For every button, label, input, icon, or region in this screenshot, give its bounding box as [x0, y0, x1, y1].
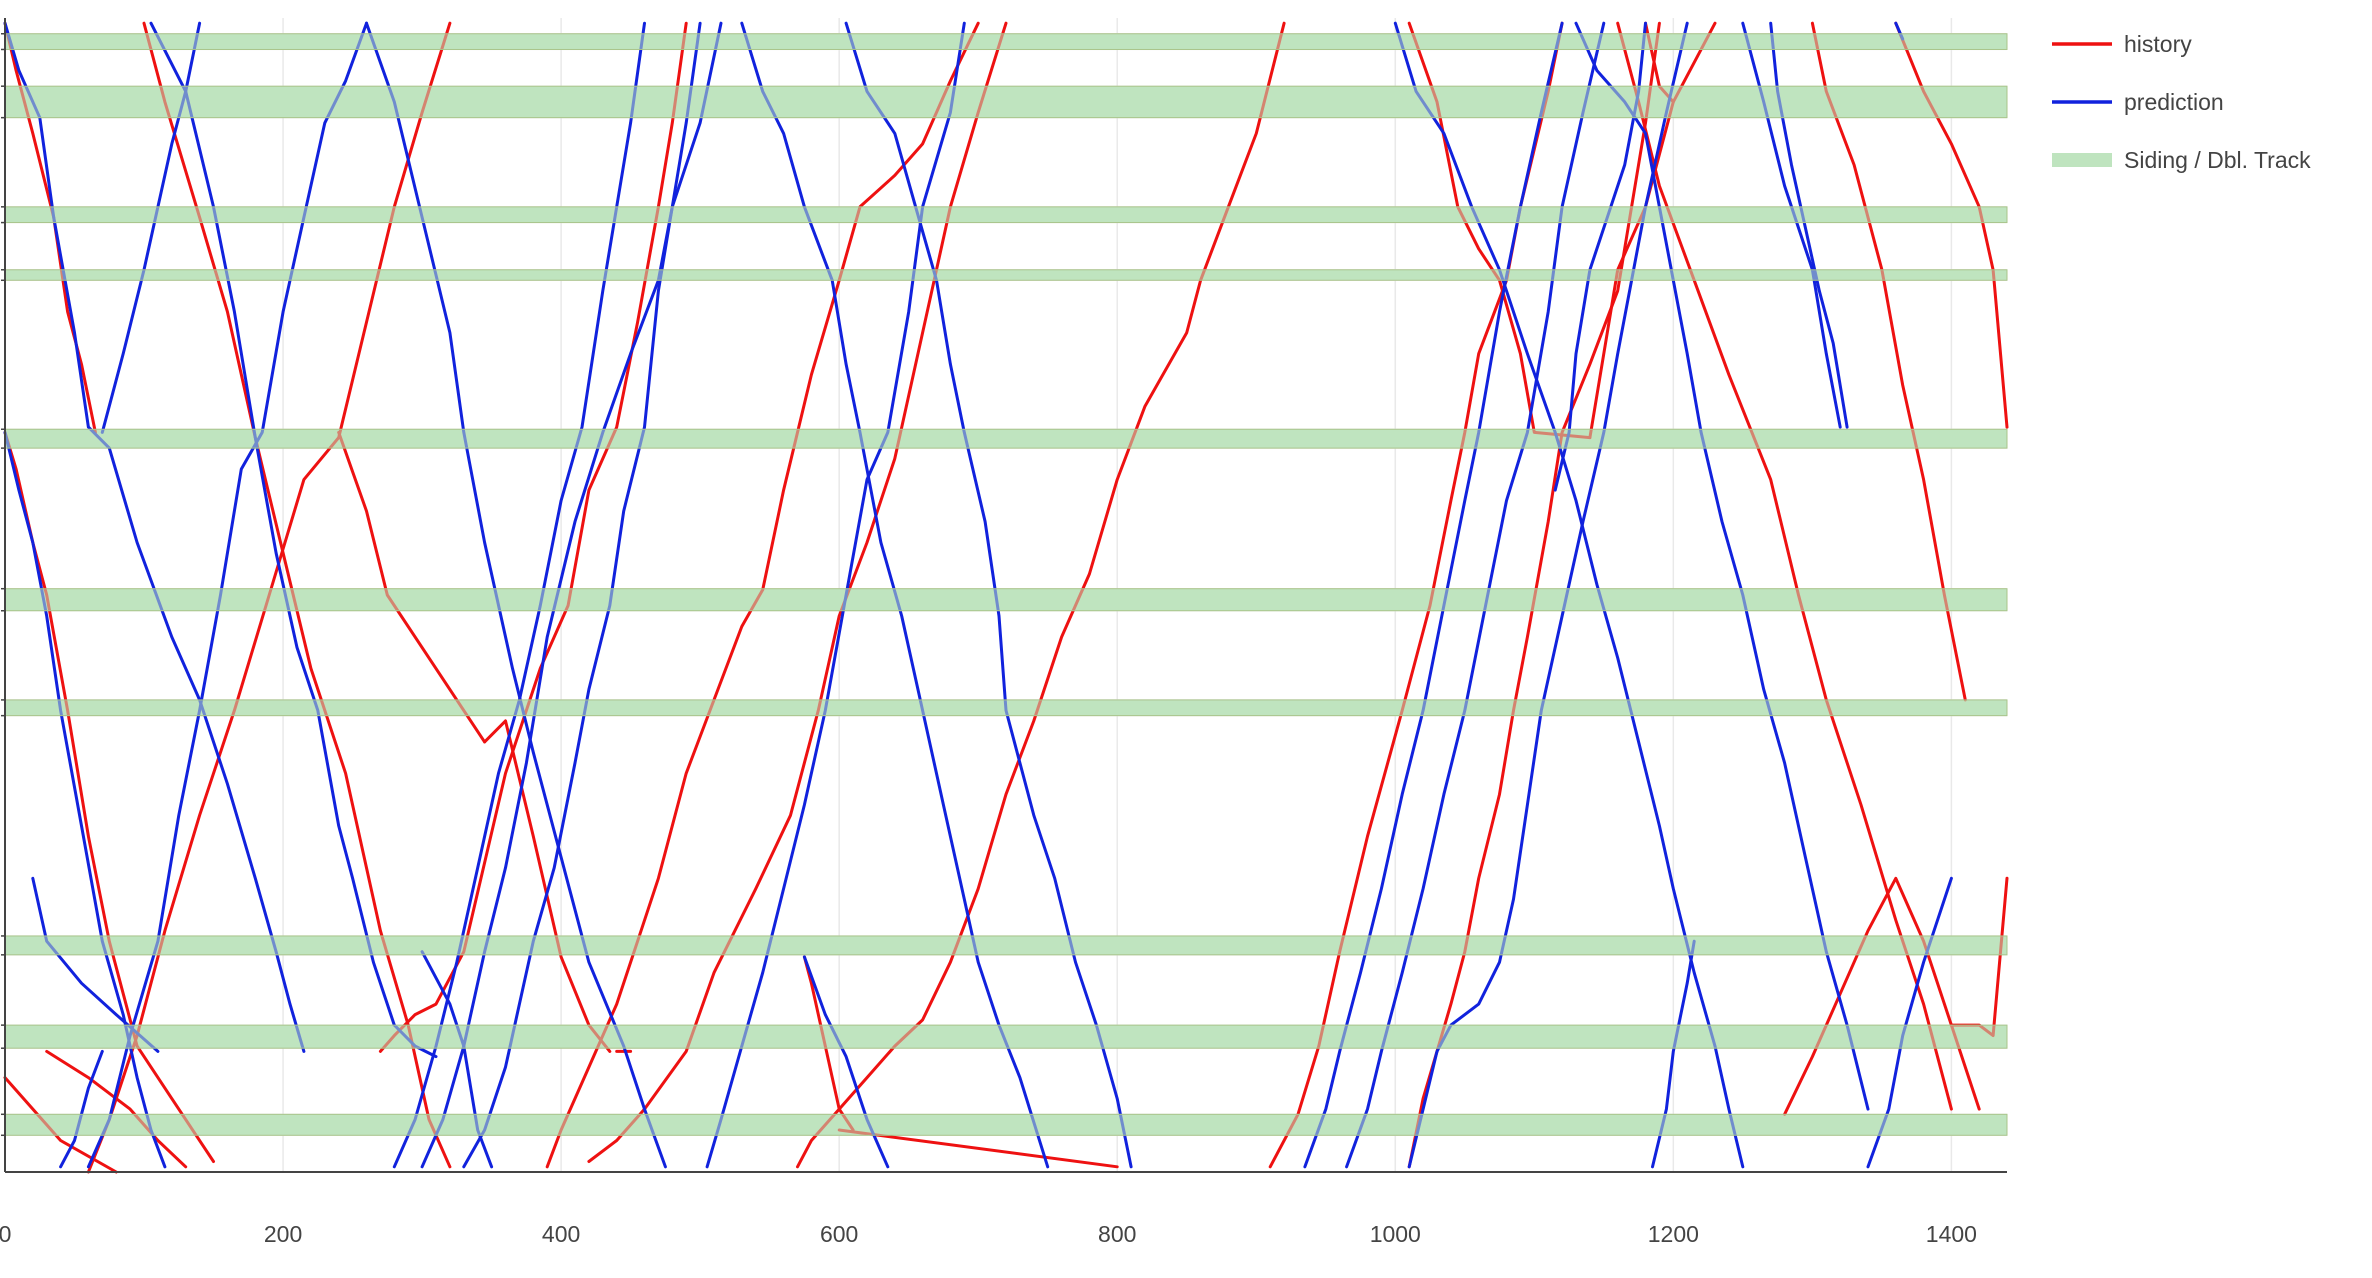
legend-item-siding[interactable]: Siding / Dbl. Track — [2052, 147, 2311, 173]
x-tick-label: 1400 — [1926, 1221, 1977, 1247]
history-line[interactable] — [1407, 21, 1592, 440]
history-line[interactable] — [1783, 876, 1981, 1116]
prediction-line[interactable] — [1769, 21, 1849, 429]
history-line[interactable] — [3, 21, 97, 434]
x-tick-label: 600 — [820, 1221, 858, 1247]
siding-bands — [4, 33, 2008, 1136]
prediction-line[interactable] — [149, 21, 438, 1059]
siding-band — [4, 85, 2008, 119]
x-tick-label: 400 — [542, 1221, 580, 1247]
legend-label: prediction — [2124, 89, 2224, 115]
siding-bands-base — [5, 33, 2007, 1136]
legend[interactable]: history prediction Siding / Dbl. Track — [2052, 31, 2311, 173]
siding-band — [4, 206, 2008, 224]
prediction-line[interactable] — [3, 21, 306, 1053]
history-line[interactable] — [1894, 21, 2009, 429]
history-line[interactable] — [3, 1076, 118, 1174]
x-tick-label: 1200 — [1648, 1221, 1699, 1247]
history-line[interactable] — [1616, 21, 1953, 1111]
history-line[interactable] — [337, 430, 487, 744]
legend-label: history — [2124, 31, 2192, 57]
history-line[interactable] — [1949, 876, 2009, 1038]
x-tick-label: 0 — [0, 1221, 11, 1247]
x-tick-label: 1000 — [1370, 1221, 1421, 1247]
legend-item-prediction[interactable]: prediction — [2052, 89, 2224, 115]
prediction-line[interactable] — [740, 21, 1050, 1169]
prediction-line[interactable] — [86, 21, 368, 1169]
legend-item-history[interactable]: history — [2052, 31, 2192, 57]
prediction-line[interactable] — [1393, 21, 1745, 1169]
legend-label: Siding / Dbl. Track — [2124, 147, 2311, 173]
siding-band — [4, 33, 2008, 50]
history-line[interactable] — [45, 1049, 188, 1169]
x-tick-label: 200 — [264, 1221, 302, 1247]
prediction-line[interactable] — [100, 21, 202, 434]
x-tick-label: 800 — [1098, 1221, 1136, 1247]
siding-band — [4, 428, 2008, 449]
legend-swatch — [2052, 153, 2112, 167]
siding-band — [4, 269, 2008, 281]
siding-band — [4, 588, 2008, 612]
siding-band — [4, 699, 2008, 717]
prediction-line[interactable] — [844, 21, 1133, 1169]
history-line[interactable] — [837, 1128, 1119, 1169]
history-line[interactable] — [483, 719, 612, 1053]
siding-band — [4, 1024, 2008, 1049]
history-line[interactable] — [378, 21, 688, 1053]
prediction-line[interactable] — [3, 430, 167, 1169]
x-axis: 0 200 400 600 800 1000 1200 1400 — [0, 18, 2007, 1247]
siding-band — [4, 935, 2008, 956]
siding-band — [4, 1113, 2008, 1136]
